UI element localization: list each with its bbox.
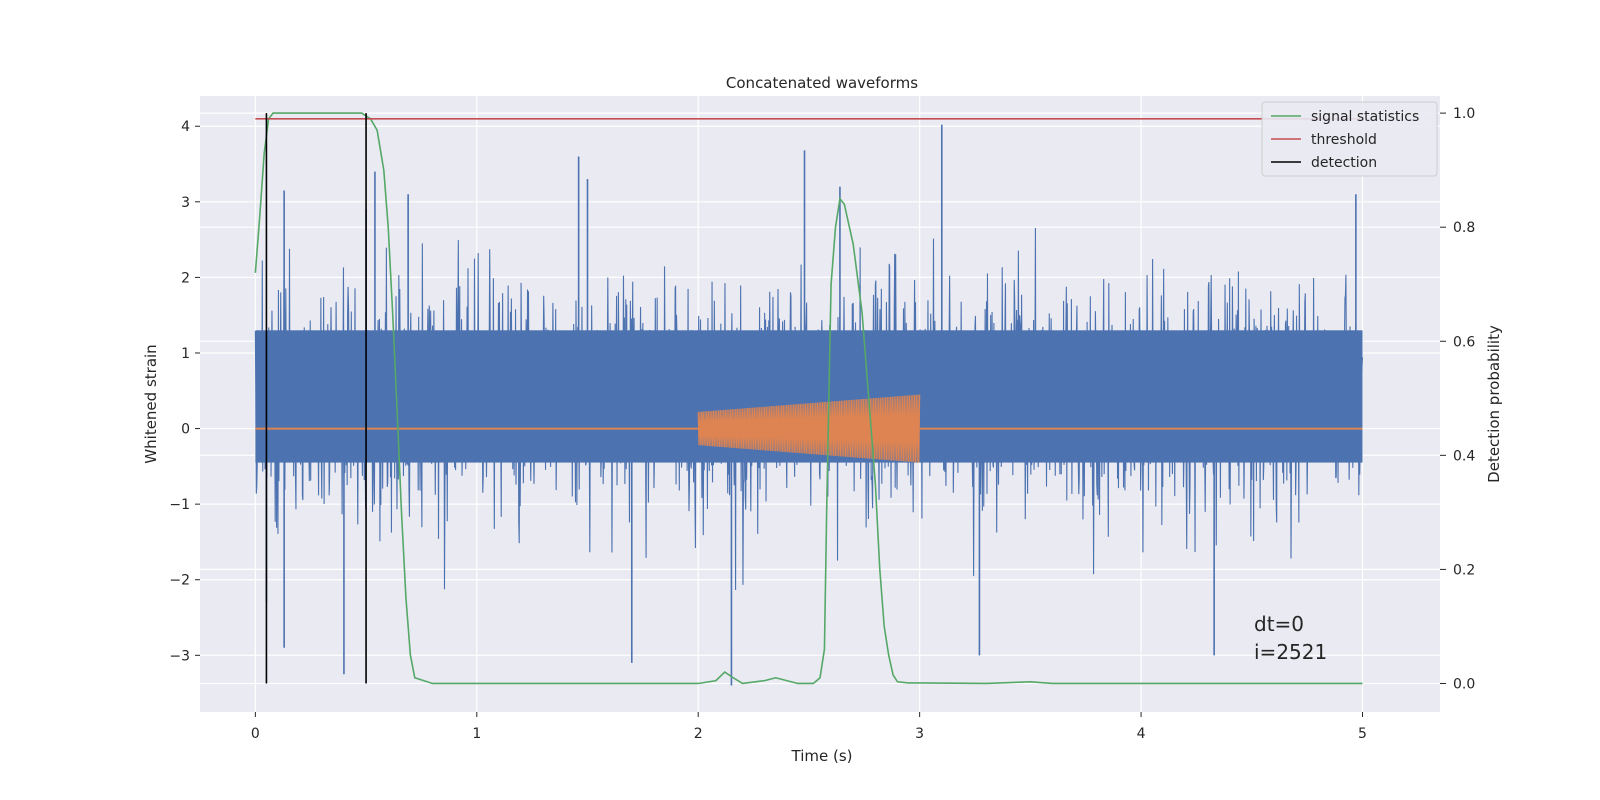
- y-right-tick-label: 0.2: [1453, 562, 1475, 578]
- y-right-tick-label: 0.0: [1453, 676, 1475, 692]
- y-right-tick-label: 1.0: [1453, 106, 1475, 122]
- probability-series: [254, 112, 1363, 685]
- x-tick-label: 3: [915, 726, 924, 742]
- x-axis-label: Time (s): [791, 747, 853, 765]
- y-right-tick-label: 0.6: [1453, 334, 1475, 350]
- legend: signal statistics threshold detection: [1261, 101, 1438, 177]
- strain-noise-band: [255, 330, 1363, 463]
- legend-box: [1261, 101, 1438, 177]
- injected-signal-line: [697, 394, 921, 463]
- chart-title: Concatenated waveforms: [726, 74, 918, 92]
- y-axis-label-left: Whitened strain: [142, 344, 160, 463]
- y-tick-label: 1: [181, 346, 190, 362]
- y-tick-label: 3: [181, 195, 190, 211]
- y-tick-label: 4: [181, 119, 190, 135]
- y-tick-label: −3: [169, 648, 190, 664]
- y-tick-label: −2: [169, 573, 190, 589]
- y-axis-label-right: Detection probability: [1485, 325, 1503, 483]
- injected-signal-series: [255, 394, 1363, 463]
- legend-label-signal-statistics: signal statistics: [1311, 109, 1419, 125]
- x-tick-label: 5: [1358, 726, 1367, 742]
- y-tick-label: 0: [181, 422, 190, 438]
- strain-noise-series: [254, 124, 1364, 686]
- x-tick-label: 4: [1137, 726, 1146, 742]
- x-tick-label: 2: [694, 726, 703, 742]
- annotation-index: i=2521: [1254, 640, 1327, 664]
- axis-ticks: 0 1 2 3 4 5 −3 −2 −1 0 1 2 3 4 0.0 0.2 0.4 0.6 0.8 1.0: [169, 106, 1475, 742]
- signal-statistics-line: [254, 112, 1363, 685]
- y-right-tick-label: 0.8: [1453, 220, 1475, 236]
- x-tick-label: 1: [472, 726, 481, 742]
- legend-label-detection: detection: [1311, 155, 1377, 171]
- x-tick-label: 0: [251, 726, 260, 742]
- y-tick-label: 2: [181, 270, 190, 286]
- y-right-tick-label: 0.4: [1453, 448, 1475, 464]
- annotation-dt: dt=0: [1254, 612, 1304, 636]
- y-tick-label: −1: [169, 497, 190, 513]
- legend-label-threshold: threshold: [1311, 132, 1377, 148]
